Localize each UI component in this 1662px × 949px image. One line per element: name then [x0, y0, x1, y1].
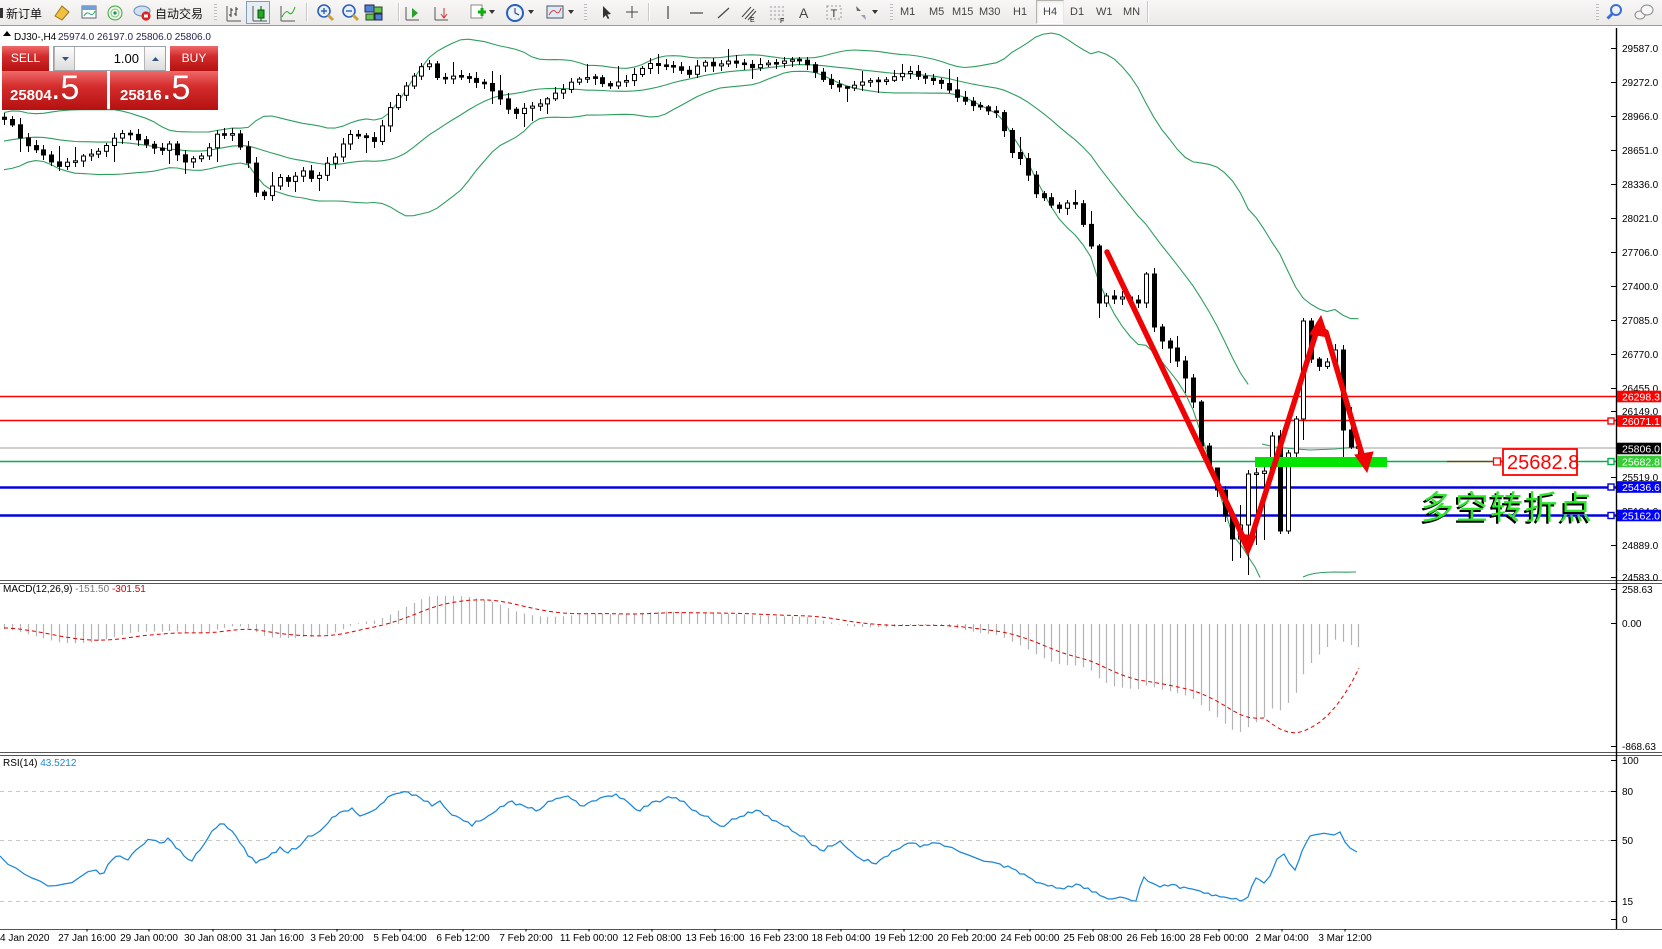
svg-text:258.63: 258.63: [1622, 585, 1653, 596]
svg-text:18 Feb 04:00: 18 Feb 04:00: [812, 933, 871, 944]
svg-text:24889.0: 24889.0: [1622, 541, 1659, 552]
svg-text:3 Feb 20:00: 3 Feb 20:00: [310, 933, 364, 944]
svg-text:5 Feb 04:00: 5 Feb 04:00: [373, 933, 427, 944]
svg-text:25 Feb 08:00: 25 Feb 08:00: [1064, 933, 1123, 944]
svg-text:19 Feb 12:00: 19 Feb 12:00: [875, 933, 934, 944]
svg-text:多空转折点: 多空转折点: [1421, 489, 1594, 526]
svg-text:25682.8: 25682.8: [1622, 457, 1660, 469]
svg-text:3 Mar 12:00: 3 Mar 12:00: [1318, 933, 1372, 944]
svg-text:25682.8: 25682.8: [1507, 452, 1579, 474]
svg-text:2 Mar 04:00: 2 Mar 04:00: [1255, 933, 1309, 944]
svg-text:E: E: [750, 17, 755, 24]
svg-text:29272.0: 29272.0: [1622, 78, 1659, 89]
svg-text:13 Feb 16:00: 13 Feb 16:00: [686, 933, 745, 944]
svg-text:24583.0: 24583.0: [1622, 573, 1659, 584]
svg-text:20 Feb 20:00: 20 Feb 20:00: [938, 933, 997, 944]
svg-text:26071.1: 26071.1: [1622, 416, 1660, 428]
svg-text:4 Jan 2020: 4 Jan 2020: [0, 933, 50, 944]
svg-text:-868.63: -868.63: [1622, 742, 1656, 753]
svg-text:27085.0: 27085.0: [1622, 316, 1659, 327]
svg-text:25806.0: 25806.0: [1622, 444, 1660, 456]
svg-text:MACD(12,26,9) -151.50 -301.51: MACD(12,26,9) -151.50 -301.51: [3, 584, 146, 595]
svg-text:15: 15: [1622, 897, 1634, 908]
svg-text:16 Feb 23:00: 16 Feb 23:00: [750, 933, 809, 944]
svg-text:29587.0: 29587.0: [1622, 44, 1659, 55]
svg-text:24 Feb 00:00: 24 Feb 00:00: [1001, 933, 1060, 944]
svg-text:6 Feb 12:00: 6 Feb 12:00: [436, 933, 490, 944]
svg-text:F: F: [780, 18, 784, 24]
svg-text:25519.0: 25519.0: [1622, 473, 1659, 484]
svg-text:25436.6: 25436.6: [1622, 482, 1660, 494]
svg-text:26770.0: 26770.0: [1622, 350, 1659, 361]
svg-text:0.00: 0.00: [1622, 619, 1642, 630]
svg-text:11 Feb 00:00: 11 Feb 00:00: [560, 933, 619, 944]
svg-text:26298.3: 26298.3: [1622, 392, 1660, 404]
svg-text:100: 100: [1622, 756, 1639, 767]
svg-text:RSI(14) 43.5212: RSI(14) 43.5212: [3, 758, 77, 769]
svg-text:0: 0: [1622, 915, 1628, 926]
svg-text:25974.0 26197.0 25806.0 25806.: 25974.0 26197.0 25806.0 25806.0: [58, 32, 211, 43]
svg-text:27706.0: 27706.0: [1622, 248, 1659, 259]
svg-text:28021.0: 28021.0: [1622, 214, 1659, 225]
svg-text:26 Feb 16:00: 26 Feb 16:00: [1127, 933, 1186, 944]
svg-text:27400.0: 27400.0: [1622, 282, 1659, 293]
svg-text:25162.0: 25162.0: [1622, 511, 1660, 523]
svg-text:DJ30-,H4: DJ30-,H4: [14, 32, 57, 43]
svg-text:A: A: [799, 5, 809, 21]
svg-text:80: 80: [1622, 787, 1634, 798]
svg-text:30 Jan 08:00: 30 Jan 08:00: [184, 933, 242, 944]
svg-text:28336.0: 28336.0: [1622, 180, 1659, 191]
svg-text:12 Feb 08:00: 12 Feb 08:00: [623, 933, 682, 944]
svg-text:28651.0: 28651.0: [1622, 146, 1659, 157]
svg-text:26455.0: 26455.0: [1622, 384, 1659, 395]
svg-text:27 Jan 16:00: 27 Jan 16:00: [58, 933, 116, 944]
svg-text:T: T: [831, 8, 838, 20]
svg-text:多空转折点: 多空转折点: [1419, 491, 1592, 528]
svg-text:28 Feb 00:00: 28 Feb 00:00: [1190, 933, 1249, 944]
svg-text:31 Jan 16:00: 31 Jan 16:00: [246, 933, 304, 944]
svg-text:29 Jan 00:00: 29 Jan 00:00: [120, 933, 178, 944]
svg-text:50: 50: [1622, 836, 1634, 847]
svg-text:26149.0: 26149.0: [1622, 407, 1659, 418]
svg-text:28966.0: 28966.0: [1622, 112, 1659, 123]
svg-text:7 Feb 20:00: 7 Feb 20:00: [499, 933, 553, 944]
